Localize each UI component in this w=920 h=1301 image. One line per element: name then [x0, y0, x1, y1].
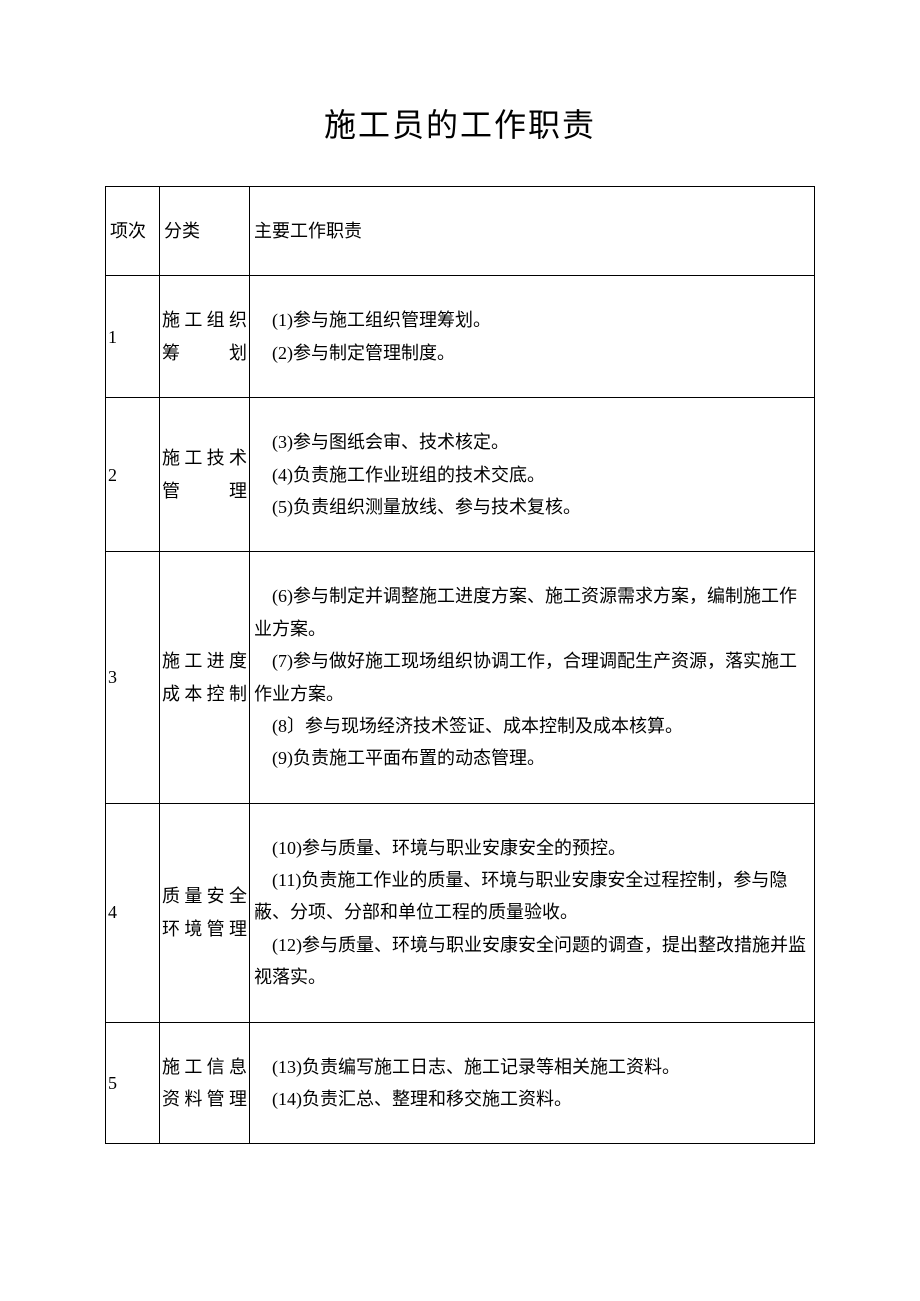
- description-line: (12)参与质量、环境与职业安康安全问题的调查，提出整改措施并监视落实。: [254, 929, 810, 994]
- description-line: (2)参与制定管理制度。: [254, 337, 810, 369]
- row-description: (3)参与图纸会审、技术核定。(4)负责施工作业班组的技术交底。(5)负责组织测…: [250, 398, 815, 552]
- row-description: (13)负责编写施工日志、施工记录等相关施工资料。(14)负责汇总、整理和移交施…: [250, 1022, 815, 1144]
- row-description: (1)参与施工组织管理筹划。(2)参与制定管理制度。: [250, 276, 815, 398]
- description-line: (9)负责施工平面布置的动态管理。: [254, 742, 810, 774]
- row-no: 5: [106, 1022, 160, 1144]
- row-no: 2: [106, 398, 160, 552]
- row-no: 4: [106, 803, 160, 1022]
- row-no: 3: [106, 552, 160, 803]
- table-row: 2 施工技术管理 (3)参与图纸会审、技术核定。(4)负责施工作业班组的技术交底…: [106, 398, 815, 552]
- table-row: 3 施工进度成本控制 (6)参与制定并调整施工进度方案、施工资源需求方案，编制施…: [106, 552, 815, 803]
- description-line: (13)负责编写施工日志、施工记录等相关施工资料。: [254, 1051, 810, 1083]
- row-category: 施工信息资料管理: [160, 1022, 250, 1144]
- description-line: (10)参与质量、环境与职业安康安全的预控。: [254, 832, 810, 864]
- row-no: 1: [106, 276, 160, 398]
- document-title: 施工员的工作职责: [105, 100, 815, 146]
- description-line: (6)参与制定并调整施工进度方案、施工资源需求方案，编制施工作业方案。: [254, 580, 810, 645]
- description-line: (8〕参与现场经济技术签证、成本控制及成本核算。: [254, 710, 810, 742]
- description-line: (4)负责施工作业班组的技术交底。: [254, 459, 810, 491]
- description-line: (11)负责施工作业的质量、环境与职业安康安全过程控制，参与隐蔽、分项、分部和单…: [254, 864, 810, 929]
- description-line: (5)负责组织测量放线、参与技术复核。: [254, 491, 810, 523]
- header-description: 主要工作职责: [250, 187, 815, 276]
- header-category: 分类: [160, 187, 250, 276]
- table-row: 4 质量安全环境管理 (10)参与质量、环境与职业安康安全的预控。(11)负责施…: [106, 803, 815, 1022]
- row-category: 施工进度成本控制: [160, 552, 250, 803]
- description-line: (3)参与图纸会审、技术核定。: [254, 426, 810, 458]
- row-category: 施工技术管理: [160, 398, 250, 552]
- description-line: (7)参与做好施工现场组织协调工作，合理调配生产资源，落实施工作业方案。: [254, 645, 810, 710]
- description-line: (1)参与施工组织管理筹划。: [254, 304, 810, 336]
- table-row: 1 施工组织筹划 (1)参与施工组织管理筹划。(2)参与制定管理制度。: [106, 276, 815, 398]
- row-category: 施工组织筹划: [160, 276, 250, 398]
- row-description: (10)参与质量、环境与职业安康安全的预控。(11)负责施工作业的质量、环境与职…: [250, 803, 815, 1022]
- row-description: (6)参与制定并调整施工进度方案、施工资源需求方案，编制施工作业方案。(7)参与…: [250, 552, 815, 803]
- description-line: (14)负责汇总、整理和移交施工资料。: [254, 1083, 810, 1115]
- row-category: 质量安全环境管理: [160, 803, 250, 1022]
- table-row: 5 施工信息资料管理 (13)负责编写施工日志、施工记录等相关施工资料。(14)…: [106, 1022, 815, 1144]
- table-header-row: 项次 分类 主要工作职责: [106, 187, 815, 276]
- header-no: 项次: [106, 187, 160, 276]
- responsibilities-table: 项次 分类 主要工作职责 1 施工组织筹划 (1)参与施工组织管理筹划。(2)参…: [105, 186, 815, 1144]
